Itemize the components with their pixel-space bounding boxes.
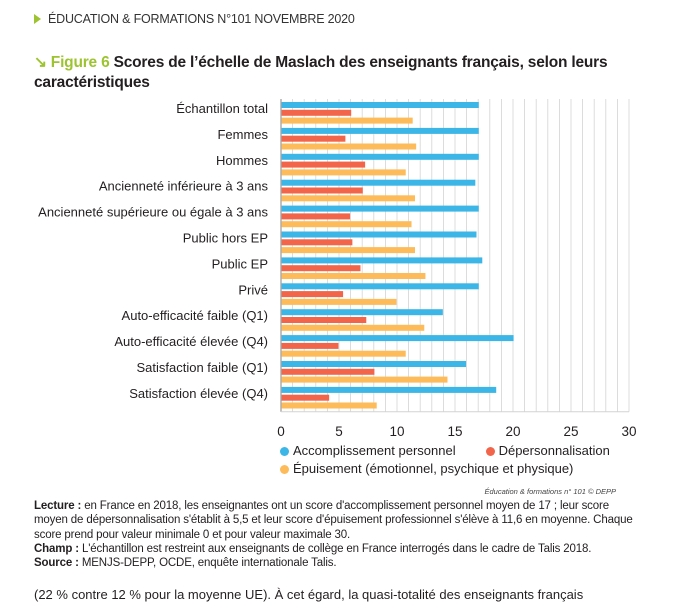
- bar-depersonnalisation: [281, 187, 363, 194]
- x-tick-label: 30: [621, 424, 636, 439]
- bar-accomplissement: [281, 231, 477, 238]
- category-label: Public EP: [212, 256, 268, 271]
- bar-depersonnalisation: [281, 109, 352, 116]
- bar-accomplissement: [281, 386, 497, 393]
- bar-accomplissement: [281, 283, 479, 290]
- publication-label: ÉDUCATION & FORMATIONS N°101 NOVEMBRE 20…: [48, 12, 355, 26]
- category-label: Auto-efficacité faible (Q1): [122, 308, 268, 323]
- legend-dot-icon: [280, 464, 289, 474]
- bar-epuisement: [281, 324, 425, 331]
- bar-accomplissement: [281, 361, 467, 367]
- note-source: Source : MENJS-DEPP, OCDE, enquête inter…: [34, 557, 337, 570]
- bar-depersonnalisation: [281, 342, 339, 349]
- bar-depersonnalisation: [281, 265, 361, 272]
- figure-number: Figure 6: [50, 54, 110, 71]
- bar-epuisement: [281, 169, 406, 176]
- bar-accomplissement: [281, 153, 479, 160]
- bar-depersonnalisation: [281, 291, 344, 298]
- legend-dot-icon: [485, 446, 495, 456]
- bar-epuisement: [281, 273, 426, 279]
- bar-epuisement: [281, 117, 413, 124]
- bar-epuisement: [281, 143, 417, 150]
- category-label: Public hors EP: [183, 231, 268, 246]
- category-label: Satisfaction faible (Q1): [136, 360, 268, 375]
- legend-item-epuisement: Épuisement (émotionnel, psychique et phy…: [280, 460, 573, 478]
- publication-header: ÉDUCATION & FORMATIONS N°101 NOVEMBRE 20…: [34, 12, 355, 26]
- bar-depersonnalisation: [281, 161, 366, 168]
- bar-depersonnalisation: [281, 317, 367, 323]
- category-label: Satisfaction élevée (Q4): [129, 386, 268, 401]
- category-label: Privé: [238, 282, 268, 297]
- bar-accomplissement: [281, 257, 483, 264]
- bar-epuisement: [281, 376, 448, 383]
- note-lecture: Lecture : en France en 2018, les enseign…: [34, 500, 633, 541]
- triangle-bullet-icon: [34, 14, 41, 24]
- x-tick-label: 20: [505, 424, 520, 439]
- category-label: Hommes: [216, 153, 269, 168]
- bar-accomplissement: [281, 179, 476, 186]
- bar-epuisement: [281, 350, 406, 357]
- legend-item-accomplissement: Accomplissement personnel: [280, 442, 456, 460]
- bar-accomplissement: [281, 309, 443, 316]
- bar-accomplissement: [281, 205, 479, 212]
- bar-depersonnalisation: [281, 213, 351, 220]
- category-label: Auto-efficacité élevée (Q4): [114, 334, 268, 349]
- x-tick-label: 0: [277, 424, 285, 439]
- figure-title-text: Scores de l’échelle de Maslach des ensei…: [34, 54, 608, 91]
- bar-epuisement: [281, 247, 415, 254]
- x-tick-label: 5: [335, 424, 343, 439]
- note-champ: Champ : L'échantillon est restreint aux …: [34, 542, 592, 555]
- x-tick-label: 15: [447, 424, 462, 439]
- tick-labels: 0 5 10 15 20 25 30: [277, 424, 636, 439]
- bar-epuisement: [281, 402, 377, 409]
- bar-accomplissement: [281, 335, 514, 342]
- bar-accomplissement: [281, 102, 479, 108]
- legend-dot-icon: [280, 446, 289, 456]
- legend-item-depersonnalisation: Dépersonnalisation: [485, 442, 610, 460]
- chart-legend: Accomplissement personnel Dépersonnalisa…: [280, 442, 640, 478]
- category-label: Ancienneté supérieure ou égale à 3 ans: [38, 205, 268, 220]
- x-tick-label: 25: [563, 424, 578, 439]
- figure-credit: Éducation & formations n° 101 © DEPP: [484, 487, 616, 496]
- bars-layer: [281, 102, 514, 409]
- figure-title: ↘ Figure 6 Scores de l’échelle de Maslach…: [34, 53, 654, 93]
- bar-chart: Échantillon total Femmes Hommes Ancienneté …: [38, 99, 637, 439]
- arrow-down-right-icon: ↘: [34, 54, 47, 71]
- bar-depersonnalisation: [281, 368, 375, 375]
- category-label: Ancienneté inférieure à 3 ans: [99, 179, 269, 194]
- bar-epuisement: [281, 195, 415, 202]
- bar-depersonnalisation: [281, 135, 346, 142]
- figure-notes: Lecture : en France en 2018, les enseign…: [34, 499, 644, 570]
- bar-accomplissement: [281, 127, 479, 134]
- category-label: Femmes: [217, 127, 268, 142]
- bar-depersonnalisation: [281, 239, 353, 246]
- bar-epuisement: [281, 298, 397, 305]
- bar-epuisement: [281, 221, 412, 228]
- x-tick-label: 10: [389, 424, 404, 439]
- grid-layer: [280, 99, 630, 413]
- category-label: Échantillon total: [176, 101, 268, 116]
- bar-depersonnalisation: [281, 394, 330, 401]
- category-labels: Échantillon total Femmes Hommes Ancienneté …: [38, 101, 268, 401]
